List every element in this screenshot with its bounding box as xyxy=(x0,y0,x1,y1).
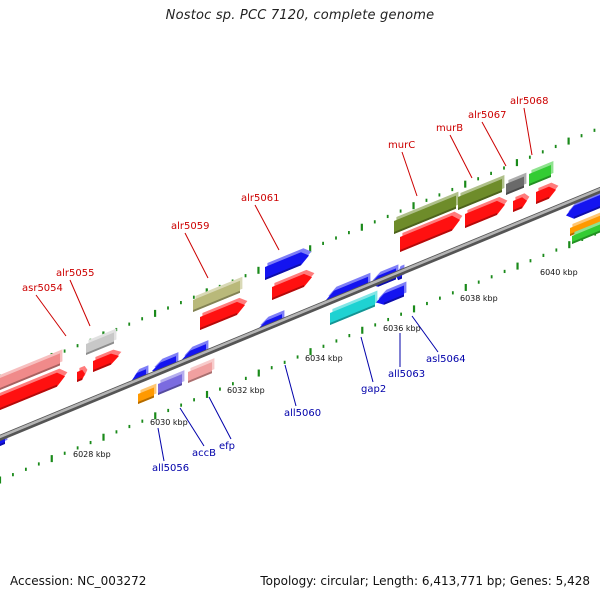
leader-line xyxy=(184,232,209,279)
gene-label-reverse: accB xyxy=(192,448,216,459)
gene-forward xyxy=(0,349,63,390)
scale-label: 6040 kbp xyxy=(540,268,578,277)
gene-label-reverse: asl5064 xyxy=(426,354,466,365)
gene-forward xyxy=(77,365,88,382)
gene-forward xyxy=(93,349,122,372)
gene-label-forward: alr5061 xyxy=(241,193,279,204)
gene-forward xyxy=(272,269,315,300)
gene-label-forward: alr5068 xyxy=(510,96,548,107)
gene-label-reverse: all5063 xyxy=(388,369,425,380)
gene-label-forward: alr5067 xyxy=(468,110,506,121)
leader-line xyxy=(208,396,232,440)
leader-line xyxy=(401,151,418,197)
gene-label-reverse: gap2 xyxy=(361,384,386,395)
gene-forward xyxy=(400,211,463,252)
label-leaders xyxy=(35,107,533,462)
scale-label: 6032 kbp xyxy=(227,386,265,395)
gene-forward xyxy=(265,248,312,280)
gene-forward xyxy=(193,276,243,312)
gene-forward xyxy=(529,160,554,186)
gene-labels: asr5054 alr5055 alr5059 alr5061 murC murB alr5… xyxy=(22,96,548,474)
tick-marks xyxy=(0,128,597,484)
leader-line xyxy=(481,121,507,167)
genome-backbone xyxy=(0,186,600,442)
gene-forward xyxy=(536,182,559,204)
scale-label: 6038 kbp xyxy=(460,294,498,303)
gene-forward xyxy=(513,193,530,212)
gene-forward xyxy=(465,196,508,228)
gene-forward xyxy=(506,172,527,195)
gene-reverse xyxy=(376,281,407,305)
gene-forward xyxy=(0,368,68,410)
leader-line xyxy=(35,294,67,337)
scale-label: 6028 kbp xyxy=(73,450,111,459)
leader-line xyxy=(360,336,374,383)
gene-reverse xyxy=(566,192,600,219)
gene-label-forward: alr5055 xyxy=(56,268,94,279)
gene-label-forward: murC xyxy=(388,140,415,151)
accession-text: Accession: NC_003272 xyxy=(10,574,147,588)
backbone-highlight xyxy=(0,187,600,439)
gene-reverse xyxy=(330,290,378,325)
leader-line xyxy=(69,279,91,327)
genome-summary: Topology: circular; Length: 6,413,771 bp… xyxy=(260,574,590,588)
leader-line xyxy=(449,134,473,179)
gene-label-reverse: efp xyxy=(219,441,235,452)
scale-label: 6036 kbp xyxy=(383,324,421,333)
gene-forward xyxy=(200,297,248,330)
gene-reverse xyxy=(572,221,600,244)
gene-forward xyxy=(458,174,505,210)
gene-forward xyxy=(86,328,117,355)
leader-line xyxy=(523,107,533,156)
gene-reverse xyxy=(188,358,215,383)
gene-label-forward: asr5054 xyxy=(22,283,63,294)
leader-line xyxy=(411,315,439,353)
scale-label: 6030 kbp xyxy=(150,418,188,427)
scale-labels: 6028 kbp 6030 kbp 6032 kbp 6034 kbp 6036 kbp… xyxy=(73,268,578,459)
leader-line xyxy=(157,427,165,462)
scale-label: 6034 kbp xyxy=(305,354,343,363)
gene-reverse xyxy=(158,370,185,395)
gene-label-forward: murB xyxy=(436,123,463,134)
gene-label-reverse: all5056 xyxy=(152,463,189,474)
leader-line xyxy=(284,364,297,407)
leader-line xyxy=(179,407,205,447)
genome-title: Nostoc sp. PCC 7120, complete genome xyxy=(165,8,435,23)
leader-line xyxy=(254,204,280,251)
gene-label-forward: alr5059 xyxy=(171,221,209,232)
gene-reverse xyxy=(138,383,157,404)
gene-label-reverse: all5060 xyxy=(284,408,321,419)
gene-forward xyxy=(394,191,459,234)
